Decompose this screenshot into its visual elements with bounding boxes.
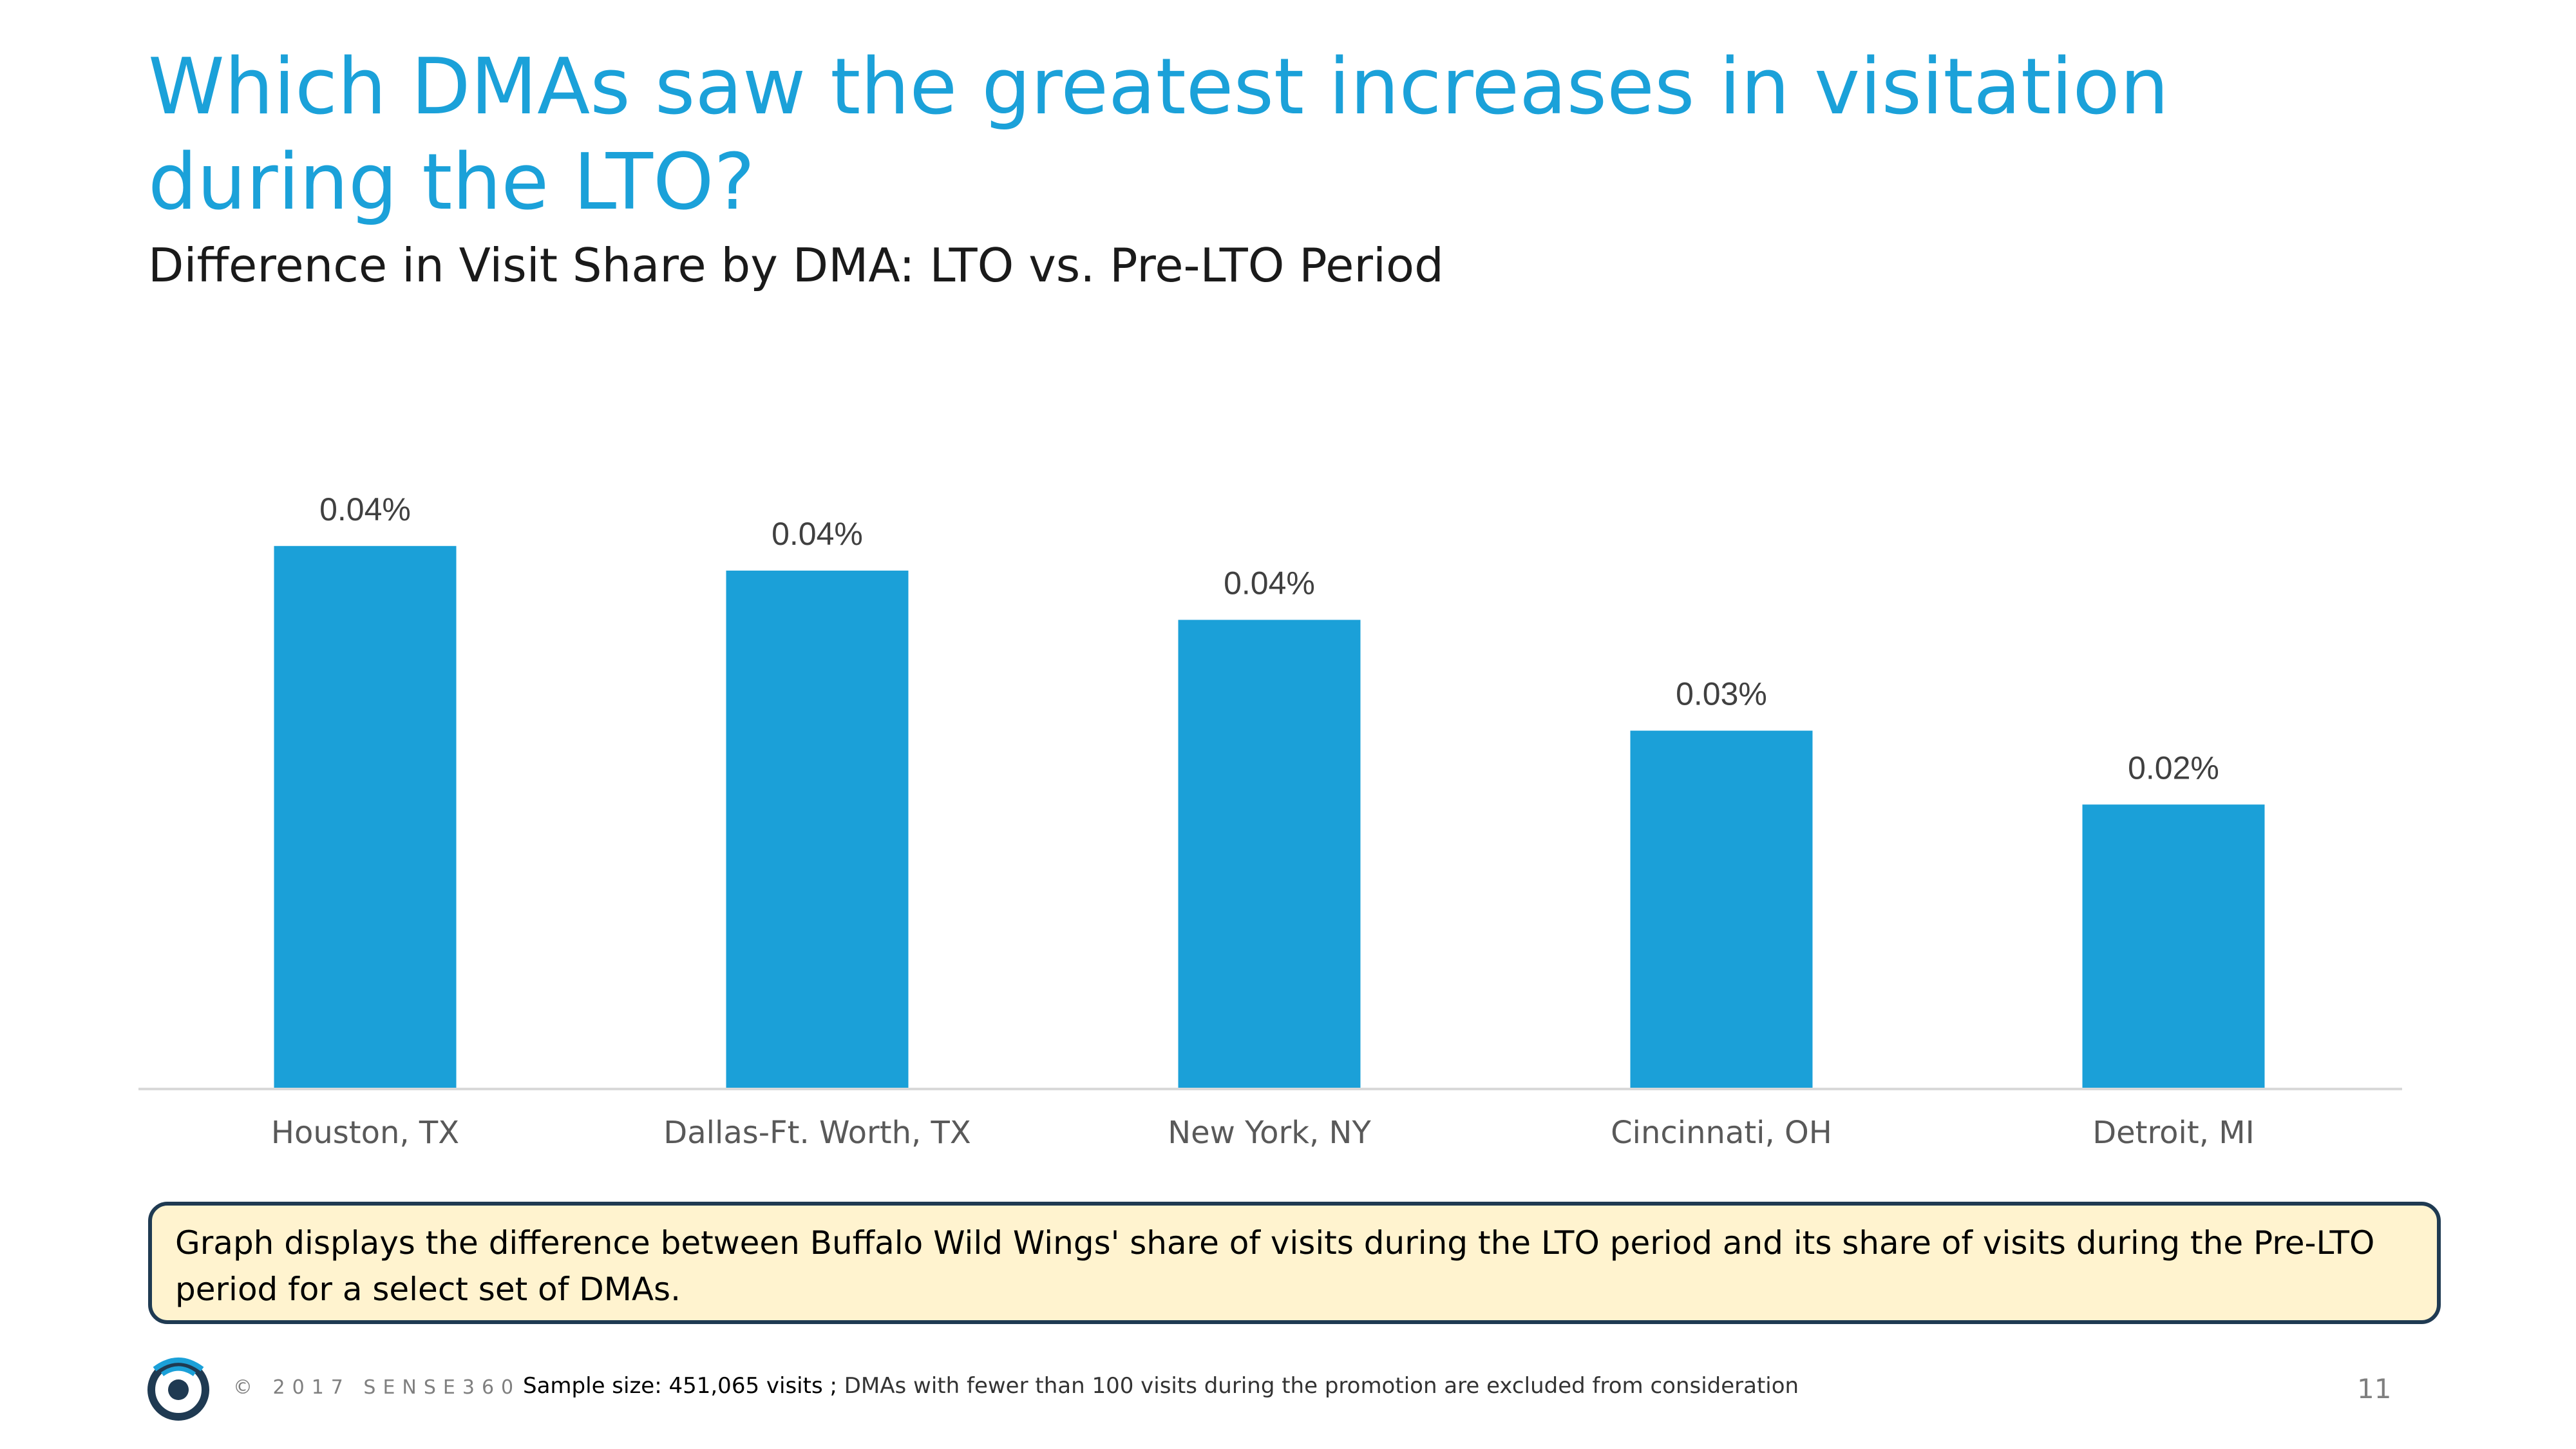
- category-labels-group: Houston, TX Dallas-Ft. Worth, TX New York,…: [271, 1115, 2255, 1151]
- bar: [2082, 804, 2265, 1088]
- chart-subtitle: Difference in Visit Share by DMA: LTO vs…: [148, 238, 1444, 292]
- page-number: 11: [2357, 1373, 2392, 1405]
- sample-size-text: Sample size: 451,065 visits ;: [523, 1373, 837, 1399]
- bars-group: [274, 545, 2265, 1088]
- exclusion-text: DMAs with fewer than 100 visits during t…: [844, 1373, 1799, 1399]
- category-label: Dallas-Ft. Worth, TX: [663, 1115, 971, 1151]
- data-label: 0.02%: [2128, 750, 2219, 786]
- data-label: 0.04%: [1224, 565, 1315, 601]
- data-labels-group: 0.04% 0.04% 0.04% 0.03% 0.02%: [319, 491, 2219, 786]
- category-label: Detroit, MI: [2092, 1115, 2255, 1151]
- copyright-text: © 2017 SENSE360: [233, 1376, 521, 1399]
- data-label: 0.03%: [1676, 676, 1767, 712]
- note-box: Graph displays the difference between Bu…: [148, 1202, 2441, 1324]
- data-label: 0.04%: [319, 491, 411, 527]
- slide-title: Which DMAs saw the greatest increases in…: [148, 43, 2169, 227]
- category-label: Houston, TX: [271, 1115, 459, 1151]
- category-label: New York, NY: [1168, 1115, 1371, 1151]
- bar: [1630, 730, 1813, 1088]
- note-text: Graph displays the difference between Bu…: [175, 1224, 2375, 1308]
- bar: [726, 571, 909, 1088]
- sense360-logo-icon: [147, 1358, 209, 1421]
- category-label: Cincinnati, OH: [1611, 1115, 1832, 1151]
- bar: [274, 545, 457, 1088]
- bar-chart: 0.04% 0.04% 0.04% 0.03% 0.02% Houston, TX Dal…: [138, 491, 2402, 1151]
- sample-note: Sample size: 451,065 visits ; DMAs with …: [523, 1373, 1799, 1399]
- data-label: 0.04%: [772, 516, 863, 552]
- bar: [1178, 620, 1361, 1088]
